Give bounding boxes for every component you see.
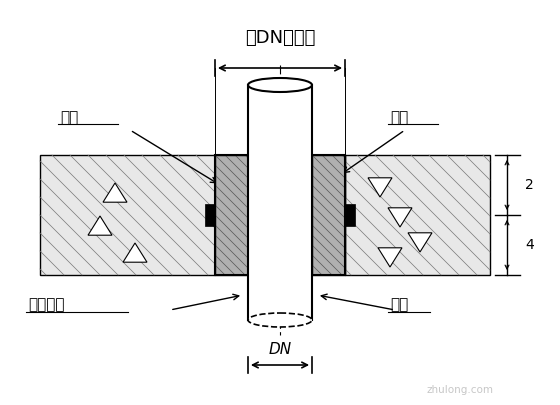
Text: zhulong.com: zhulong.com xyxy=(427,385,493,395)
Polygon shape xyxy=(123,243,147,262)
Text: 套管: 套管 xyxy=(390,111,408,126)
Bar xyxy=(40,155,215,275)
Text: 2: 2 xyxy=(525,178,534,192)
Ellipse shape xyxy=(248,78,312,92)
Bar xyxy=(345,155,490,275)
Text: 油麻: 油麻 xyxy=(60,111,78,126)
Polygon shape xyxy=(378,248,402,267)
Bar xyxy=(215,155,345,275)
Bar xyxy=(345,204,355,226)
Text: DN: DN xyxy=(268,343,292,358)
Polygon shape xyxy=(388,208,412,227)
Text: 石棉水泥: 石棉水泥 xyxy=(28,298,64,313)
Bar xyxy=(312,155,345,275)
Text: 小管: 小管 xyxy=(390,298,408,313)
Polygon shape xyxy=(408,233,432,252)
Ellipse shape xyxy=(248,313,312,327)
Bar xyxy=(215,155,248,275)
Bar xyxy=(205,204,215,226)
Polygon shape xyxy=(368,178,392,197)
Text: 4: 4 xyxy=(525,238,534,252)
Polygon shape xyxy=(88,216,112,235)
Text: 比DN大二号: 比DN大二号 xyxy=(245,29,315,47)
Polygon shape xyxy=(103,183,127,202)
Bar xyxy=(248,85,312,320)
